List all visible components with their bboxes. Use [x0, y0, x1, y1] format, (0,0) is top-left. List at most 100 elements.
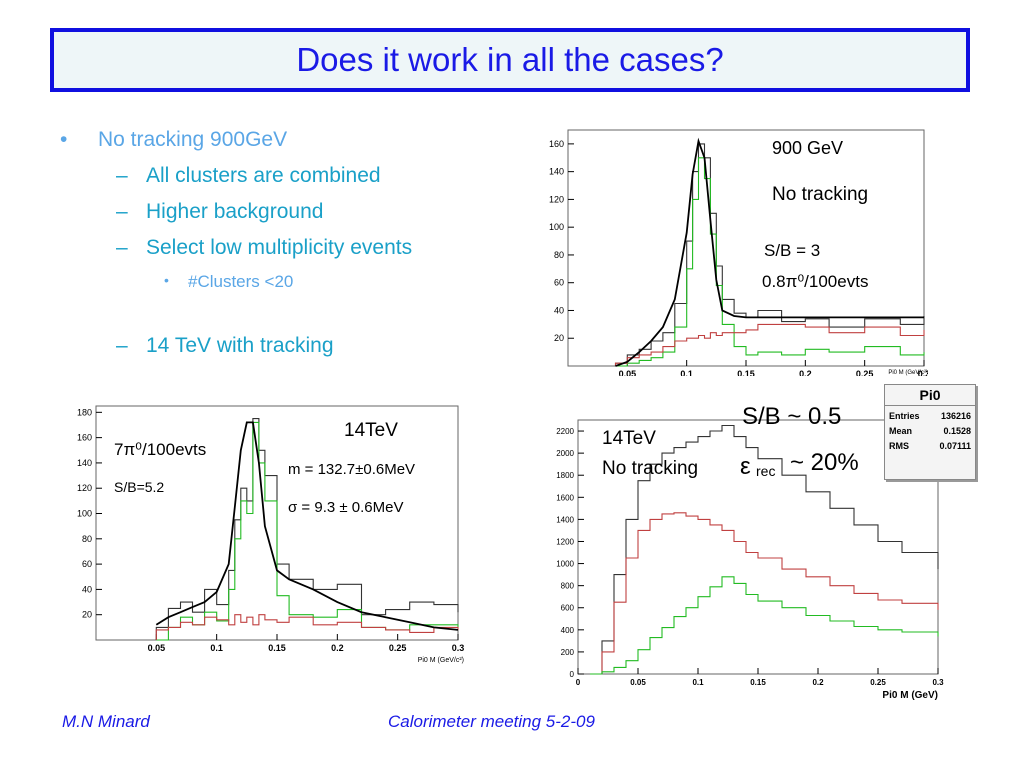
y-tick-label: 1000: [556, 560, 574, 569]
bullet-text: Select low multiplicity events: [146, 236, 413, 259]
y-tick-label: 40: [82, 584, 92, 594]
bullet-text: No tracking 900GeV: [98, 128, 288, 151]
slide-title: Does it work in all the cases?: [296, 41, 724, 78]
annotation: S/B ~ 0.5: [742, 403, 841, 430]
bullet-level2: – All clusters are combined: [58, 164, 528, 188]
x-tick-label: 0.25: [870, 678, 886, 687]
y-tick-label: 800: [561, 582, 575, 591]
dash-glyph: –: [116, 334, 128, 357]
y-tick-label: 180: [77, 407, 92, 417]
annotation: 7π⁰/100evts: [114, 440, 206, 459]
y-tick-label: 120: [77, 483, 92, 493]
stats-value: 0.07111: [939, 441, 971, 451]
bullet-glyph: •: [164, 272, 169, 288]
annotation: No tracking: [602, 458, 698, 479]
annotation: rec: [756, 463, 775, 479]
histogram-series: [614, 323, 925, 366]
annotation: S/B=5.2: [114, 479, 164, 495]
y-tick-label: 140: [549, 167, 564, 177]
x-tick-label: 0.25: [856, 369, 874, 376]
annotation: 14TeV: [344, 420, 398, 441]
y-tick-label: 1200: [556, 537, 574, 546]
stats-value: 136216: [940, 411, 971, 421]
dash-glyph: –: [116, 200, 128, 223]
y-tick-label: 2000: [556, 449, 574, 458]
histogram-series: [590, 512, 939, 675]
x-axis-label: Pi0 M (GeV/c²): [888, 370, 928, 376]
y-tick-label: 60: [82, 559, 92, 569]
bullet-level2: – Higher background: [58, 200, 528, 224]
bullet-level1: • No tracking 900GeV: [58, 128, 528, 152]
y-tick-label: 600: [561, 604, 575, 613]
x-tick-label: 0.25: [389, 643, 407, 653]
x-tick-label: 0.1: [692, 678, 704, 687]
y-tick-label: 1400: [556, 515, 574, 524]
x-tick-label: 0.05: [619, 369, 637, 376]
bullet-level3: • #Clusters <20: [58, 272, 528, 292]
chart-900gev: 20 40 60 80 100 120 140 160 0.05 0.1 0.15 0.2 0.25 0.…: [549, 129, 928, 376]
y-tick-label: 80: [554, 250, 564, 260]
annotation: 0.8π⁰/100evts: [762, 272, 868, 291]
x-tick-label: 0.2: [812, 678, 824, 687]
stats-value: 0.1528: [943, 426, 971, 436]
fit-curve: [615, 137, 924, 367]
y-tick-label: 80: [82, 534, 92, 544]
chart-14tev-no-tracking: 0 200 400 600 800 1000 1200 1400 1600 1800 2000 220…: [556, 403, 944, 701]
stats-row: RMS 0.07111: [885, 436, 975, 451]
bullet-text: 14 TeV with tracking: [146, 334, 334, 357]
stats-key: RMS: [889, 441, 909, 451]
annotation: S/B = 3: [764, 241, 820, 260]
x-tick-label: 0.2: [331, 643, 344, 653]
stats-row: Entries 136216: [885, 406, 975, 421]
y-tick-label: 140: [77, 458, 92, 468]
dash-glyph: –: [116, 164, 128, 187]
histogram-series: [590, 424, 939, 675]
x-tick-label: 0.15: [737, 369, 755, 376]
histogram-series: [155, 418, 459, 640]
x-tick-label: 0.1: [680, 369, 693, 376]
y-tick-label: 40: [554, 305, 564, 315]
stats-key: Entries: [889, 411, 920, 421]
y-tick-label: 100: [77, 509, 92, 519]
x-tick-label: 0.15: [268, 643, 286, 653]
stats-row: Mean 0.1528: [885, 421, 975, 436]
histogram-series: [614, 143, 925, 366]
annotation: ε: [740, 453, 751, 480]
y-tick-label: 20: [554, 333, 564, 343]
x-tick-label: 0.3: [918, 369, 928, 376]
annotation: σ = 9.3 ± 0.6MeV: [288, 499, 403, 516]
stats-box: Pi0 Entries 136216 Mean 0.1528 RMS 0.07111: [884, 384, 976, 480]
x-tick-label: 0.3: [452, 643, 464, 653]
y-tick-label: 1600: [556, 493, 574, 502]
annotation: 900 GeV: [772, 138, 843, 158]
annotation: 14TeV: [602, 428, 656, 449]
y-tick-label: 100: [549, 222, 564, 232]
y-tick-label: 0: [570, 670, 575, 679]
y-tick-label: 200: [561, 648, 575, 657]
annotation: No tracking: [772, 184, 868, 205]
y-tick-label: 160: [549, 139, 564, 149]
bullet-level2: – Select low multiplicity events: [58, 236, 528, 260]
annotation: m = 132.7±0.6MeV: [288, 461, 415, 478]
y-tick-label: 60: [554, 278, 564, 288]
histogram-series: [615, 157, 925, 367]
fit-curve: [155, 421, 459, 631]
histogram-series: [590, 576, 939, 675]
y-tick-label: 400: [561, 626, 575, 635]
bullet-text: All clusters are combined: [146, 164, 381, 187]
x-tick-label: 0.1: [210, 643, 223, 653]
x-axis-label: Pi0 M (GeV): [882, 690, 938, 701]
footer-author: M.N Minard: [62, 712, 150, 731]
footer-meeting: Calorimeter meeting 5-2-09: [388, 712, 595, 731]
bullet-text: Higher background: [146, 200, 324, 223]
x-tick-label: 0.05: [630, 678, 646, 687]
stats-title: Pi0: [885, 385, 975, 406]
y-tick-label: 20: [82, 610, 92, 620]
bullet-level2: –14 TeV with tracking: [58, 334, 528, 358]
bullet-list: • No tracking 900GeV – All clusters are co…: [58, 128, 528, 370]
bullet-text: #Clusters <20: [188, 272, 294, 291]
chart-14tev-tracking: 20 40 60 80 100 120 140 160 180 0.05 0.1 0.15 0.2 0.2…: [77, 405, 464, 664]
y-tick-label: 1800: [556, 471, 574, 480]
y-tick-label: 120: [549, 194, 564, 204]
annotation: ~ 20%: [790, 449, 859, 476]
